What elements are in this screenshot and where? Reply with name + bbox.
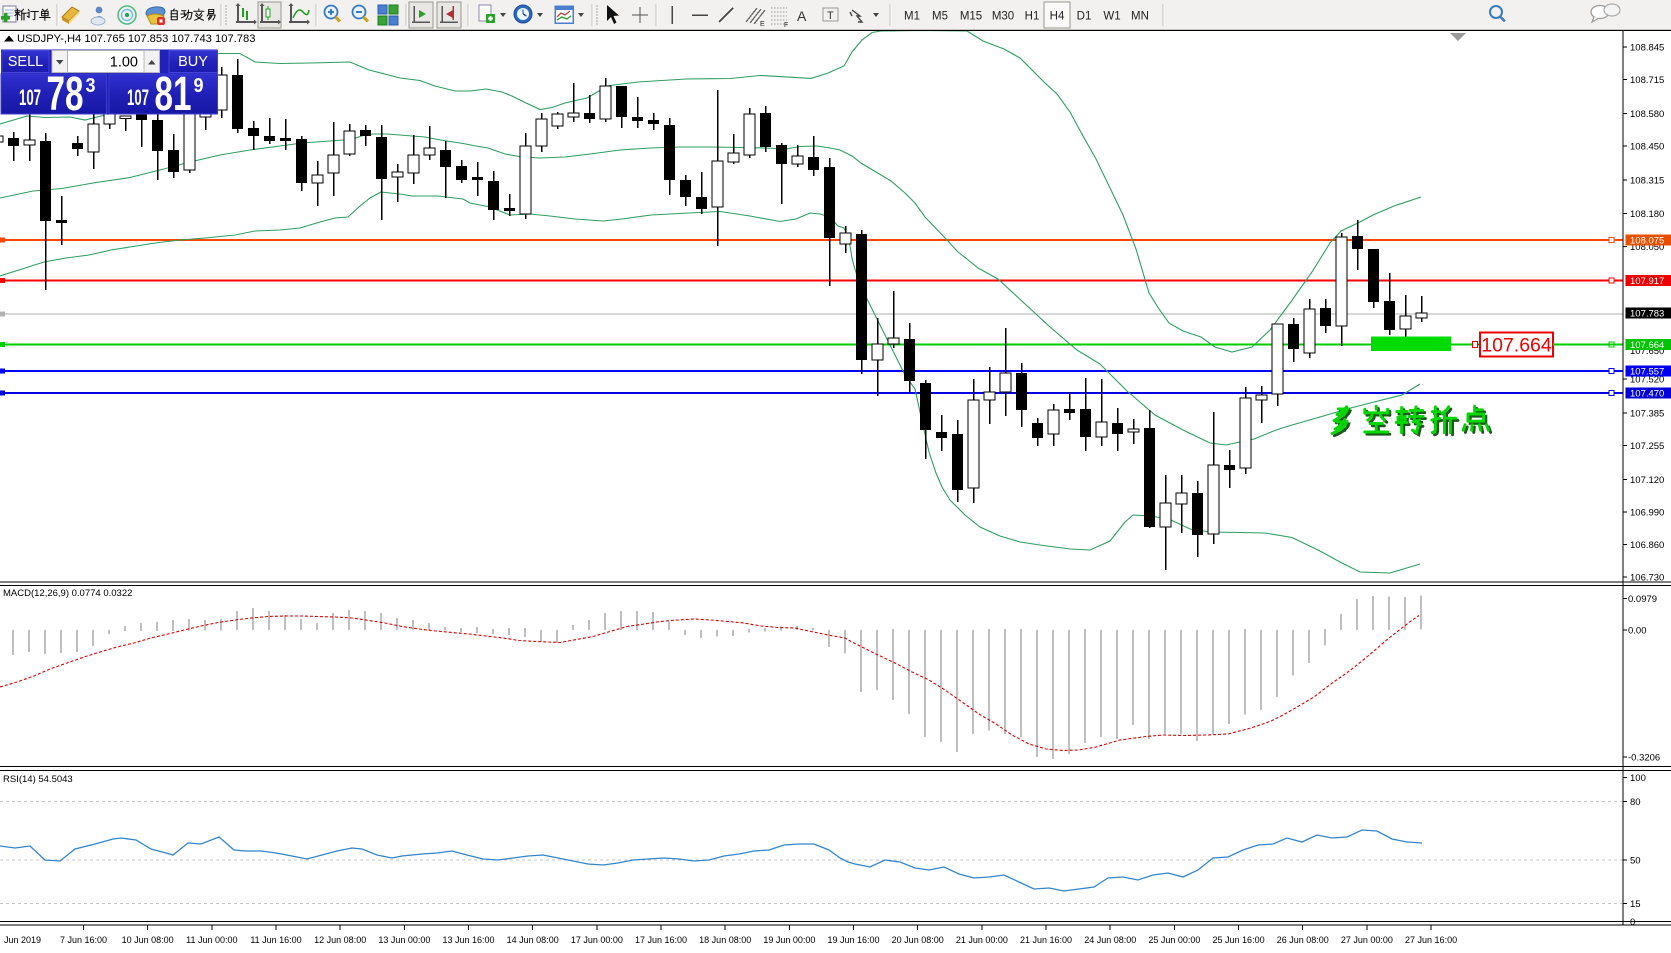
svg-text:108.180: 108.180 bbox=[1630, 209, 1664, 220]
svg-text:108.715: 108.715 bbox=[1630, 75, 1664, 86]
svg-text:M30: M30 bbox=[992, 11, 1014, 23]
svg-text:108.075: 108.075 bbox=[1630, 236, 1664, 247]
svg-text:19 Jun 16:00: 19 Jun 16:00 bbox=[828, 935, 880, 945]
svg-text:14 Jun 08:00: 14 Jun 08:00 bbox=[507, 935, 559, 945]
svg-text:107.783: 107.783 bbox=[1630, 309, 1664, 320]
svg-text:SELL: SELL bbox=[8, 54, 43, 70]
svg-text:107.470: 107.470 bbox=[1630, 389, 1664, 400]
svg-text:F: F bbox=[784, 22, 788, 29]
svg-text:108.315: 108.315 bbox=[1630, 175, 1664, 186]
svg-text:H4: H4 bbox=[1050, 11, 1065, 23]
svg-text:7 Jun 16:00: 7 Jun 16:00 bbox=[60, 935, 107, 945]
svg-text:107: 107 bbox=[19, 85, 41, 110]
svg-text:10 Jun 08:00: 10 Jun 08:00 bbox=[122, 935, 174, 945]
svg-text:24 Jun 08:00: 24 Jun 08:00 bbox=[1084, 935, 1136, 945]
svg-text:11 Jun 16:00: 11 Jun 16:00 bbox=[250, 935, 301, 945]
svg-text:13 Jun 00:00: 13 Jun 00:00 bbox=[378, 935, 430, 945]
svg-text:MN: MN bbox=[1131, 11, 1149, 23]
svg-text:107.120: 107.120 bbox=[1630, 475, 1664, 486]
svg-text:13 Jun 16:00: 13 Jun 16:00 bbox=[442, 935, 494, 945]
svg-text:107.917: 107.917 bbox=[1630, 276, 1664, 287]
svg-text:E: E bbox=[760, 21, 765, 28]
svg-text:107.664: 107.664 bbox=[1630, 340, 1664, 351]
svg-text:20 Jun 08:00: 20 Jun 08:00 bbox=[892, 935, 944, 945]
svg-text:M1: M1 bbox=[904, 11, 920, 23]
svg-text:107.557: 107.557 bbox=[1630, 367, 1664, 378]
svg-text:25 Jun 16:00: 25 Jun 16:00 bbox=[1213, 935, 1265, 945]
svg-text:106.990: 106.990 bbox=[1630, 508, 1664, 519]
svg-text:108.845: 108.845 bbox=[1630, 43, 1664, 54]
svg-text:17 Jun 00:00: 17 Jun 00:00 bbox=[571, 935, 623, 945]
svg-text:106.860: 106.860 bbox=[1630, 540, 1664, 551]
svg-text:A: A bbox=[797, 8, 807, 24]
svg-text:11 Jun 00:00: 11 Jun 00:00 bbox=[186, 935, 237, 945]
svg-text:D1: D1 bbox=[1077, 11, 1092, 23]
svg-text:106.730: 106.730 bbox=[1630, 573, 1664, 584]
svg-text:W1: W1 bbox=[1103, 11, 1120, 23]
svg-text:108.450: 108.450 bbox=[1630, 142, 1664, 153]
svg-text:USDJPY-,H4 107.765 107.853 10: USDJPY-,H4 107.765 107.853 107.743 107.7… bbox=[17, 33, 255, 45]
svg-text:26 Jun 08:00: 26 Jun 08:00 bbox=[1277, 935, 1329, 945]
svg-text:0: 0 bbox=[1630, 917, 1635, 928]
svg-text:50: 50 bbox=[1630, 856, 1641, 867]
svg-text:T: T bbox=[827, 10, 834, 22]
svg-text:21 Jun 00:00: 21 Jun 00:00 bbox=[956, 935, 1008, 945]
svg-text:Jun 2019: Jun 2019 bbox=[4, 935, 41, 945]
svg-text:27 Jun 00:00: 27 Jun 00:00 bbox=[1341, 935, 1393, 945]
svg-text:M15: M15 bbox=[960, 11, 982, 23]
svg-text:15: 15 bbox=[1630, 899, 1641, 910]
svg-text:12 Jun 08:00: 12 Jun 08:00 bbox=[314, 935, 366, 945]
svg-text:107: 107 bbox=[127, 85, 149, 110]
svg-text:107.664: 107.664 bbox=[1481, 335, 1552, 357]
svg-text:RSI(14) 54.5043: RSI(14) 54.5043 bbox=[3, 774, 73, 785]
svg-text:81: 81 bbox=[155, 68, 192, 121]
svg-text:108.580: 108.580 bbox=[1630, 109, 1664, 120]
svg-text:H1: H1 bbox=[1025, 11, 1040, 23]
svg-text:25 Jun 00:00: 25 Jun 00:00 bbox=[1148, 935, 1200, 945]
svg-text:107.255: 107.255 bbox=[1630, 441, 1664, 452]
svg-text:1.00: 1.00 bbox=[110, 55, 138, 71]
svg-text:107.385: 107.385 bbox=[1630, 409, 1664, 420]
svg-text:27 Jun 16:00: 27 Jun 16:00 bbox=[1405, 935, 1457, 945]
svg-text:9: 9 bbox=[194, 75, 204, 97]
svg-text:3: 3 bbox=[86, 75, 96, 97]
svg-text:-0.3206: -0.3206 bbox=[1628, 753, 1660, 764]
svg-text:19 Jun 00:00: 19 Jun 00:00 bbox=[763, 935, 815, 945]
svg-text:MACD(12,26,9) 0.0774 0.0322: MACD(12,26,9) 0.0774 0.0322 bbox=[3, 588, 132, 599]
svg-text:78: 78 bbox=[47, 68, 84, 121]
svg-text:0.00: 0.00 bbox=[1628, 626, 1647, 637]
svg-text:21 Jun 16:00: 21 Jun 16:00 bbox=[1020, 935, 1072, 945]
svg-text:80: 80 bbox=[1630, 797, 1641, 808]
svg-text:17 Jun 16:00: 17 Jun 16:00 bbox=[635, 935, 687, 945]
svg-text:100: 100 bbox=[1630, 773, 1646, 784]
svg-text:0.0979: 0.0979 bbox=[1628, 594, 1657, 605]
svg-text:M5: M5 bbox=[932, 11, 948, 23]
svg-text:18 Jun 08:00: 18 Jun 08:00 bbox=[699, 935, 751, 945]
